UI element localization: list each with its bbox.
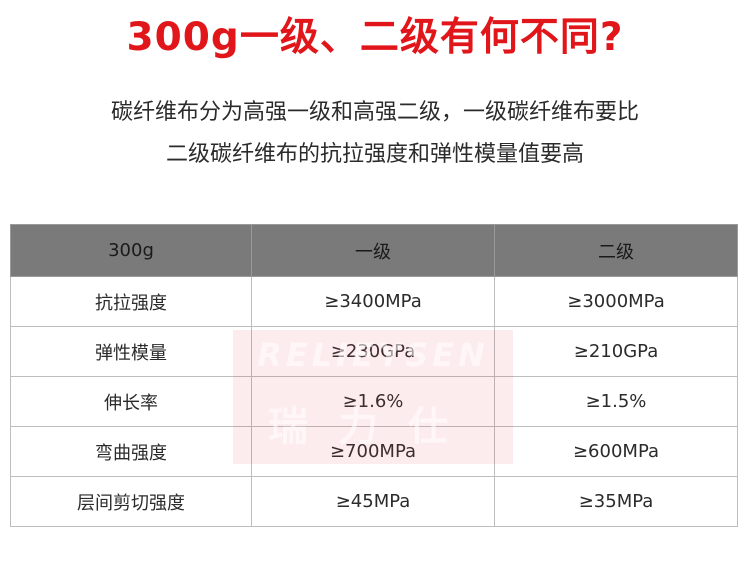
grade-2-value: ≥35MPa	[494, 476, 738, 527]
grade-1-value: ≥230GPa	[251, 326, 495, 377]
intro-line-2: 二级碳纤维布的抗拉强度和弹性模量值要高	[165, 142, 584, 167]
grade-2-value: ≥1.5%	[494, 376, 738, 427]
grade-1-value: ≥3400MPa	[251, 276, 495, 327]
grade-1-value: ≥700MPa	[251, 426, 495, 477]
page-title: 300g一级、二级有何不同?	[126, 15, 624, 60]
table-row: 伸长率 ≥1.6% ≥1.5%	[10, 376, 738, 427]
row-label: 弹性模量	[10, 326, 252, 377]
grade-2-value: ≥600MPa	[494, 426, 738, 477]
header-cell-weight: 300g	[10, 224, 252, 277]
intro-paragraph: 碳纤维布分为高强一级和高强二级，一级碳纤维布要比 二级碳纤维布的抗拉强度和弹性模…	[0, 92, 750, 176]
grade-2-value: ≥210GPa	[494, 326, 738, 377]
spec-comparison-table: 300g 一级 二级 抗拉强度 ≥3400MPa ≥3000MPa 弹性模量 ≥…	[10, 224, 738, 527]
grade-2-value: ≥3000MPa	[494, 276, 738, 327]
header-cell-grade-1: 一级	[251, 224, 495, 277]
header-cell-grade-2: 二级	[494, 224, 738, 277]
table-row: 抗拉强度 ≥3400MPa ≥3000MPa	[10, 276, 738, 327]
row-label: 层间剪切强度	[10, 476, 252, 527]
table-row: 弯曲强度 ≥700MPa ≥600MPa	[10, 426, 738, 477]
table-row: 层间剪切强度 ≥45MPa ≥35MPa	[10, 476, 738, 527]
table-row: 弹性模量 ≥230GPa ≥210GPa	[10, 326, 738, 377]
row-label: 抗拉强度	[10, 276, 252, 327]
row-label: 弯曲强度	[10, 426, 252, 477]
grade-1-value: ≥45MPa	[251, 476, 495, 527]
grade-1-value: ≥1.6%	[251, 376, 495, 427]
intro-line-1: 碳纤维布分为高强一级和高强二级，一级碳纤维布要比	[110, 100, 639, 125]
table-header-row: 300g 一级 二级	[10, 224, 738, 277]
row-label: 伸长率	[10, 376, 252, 427]
